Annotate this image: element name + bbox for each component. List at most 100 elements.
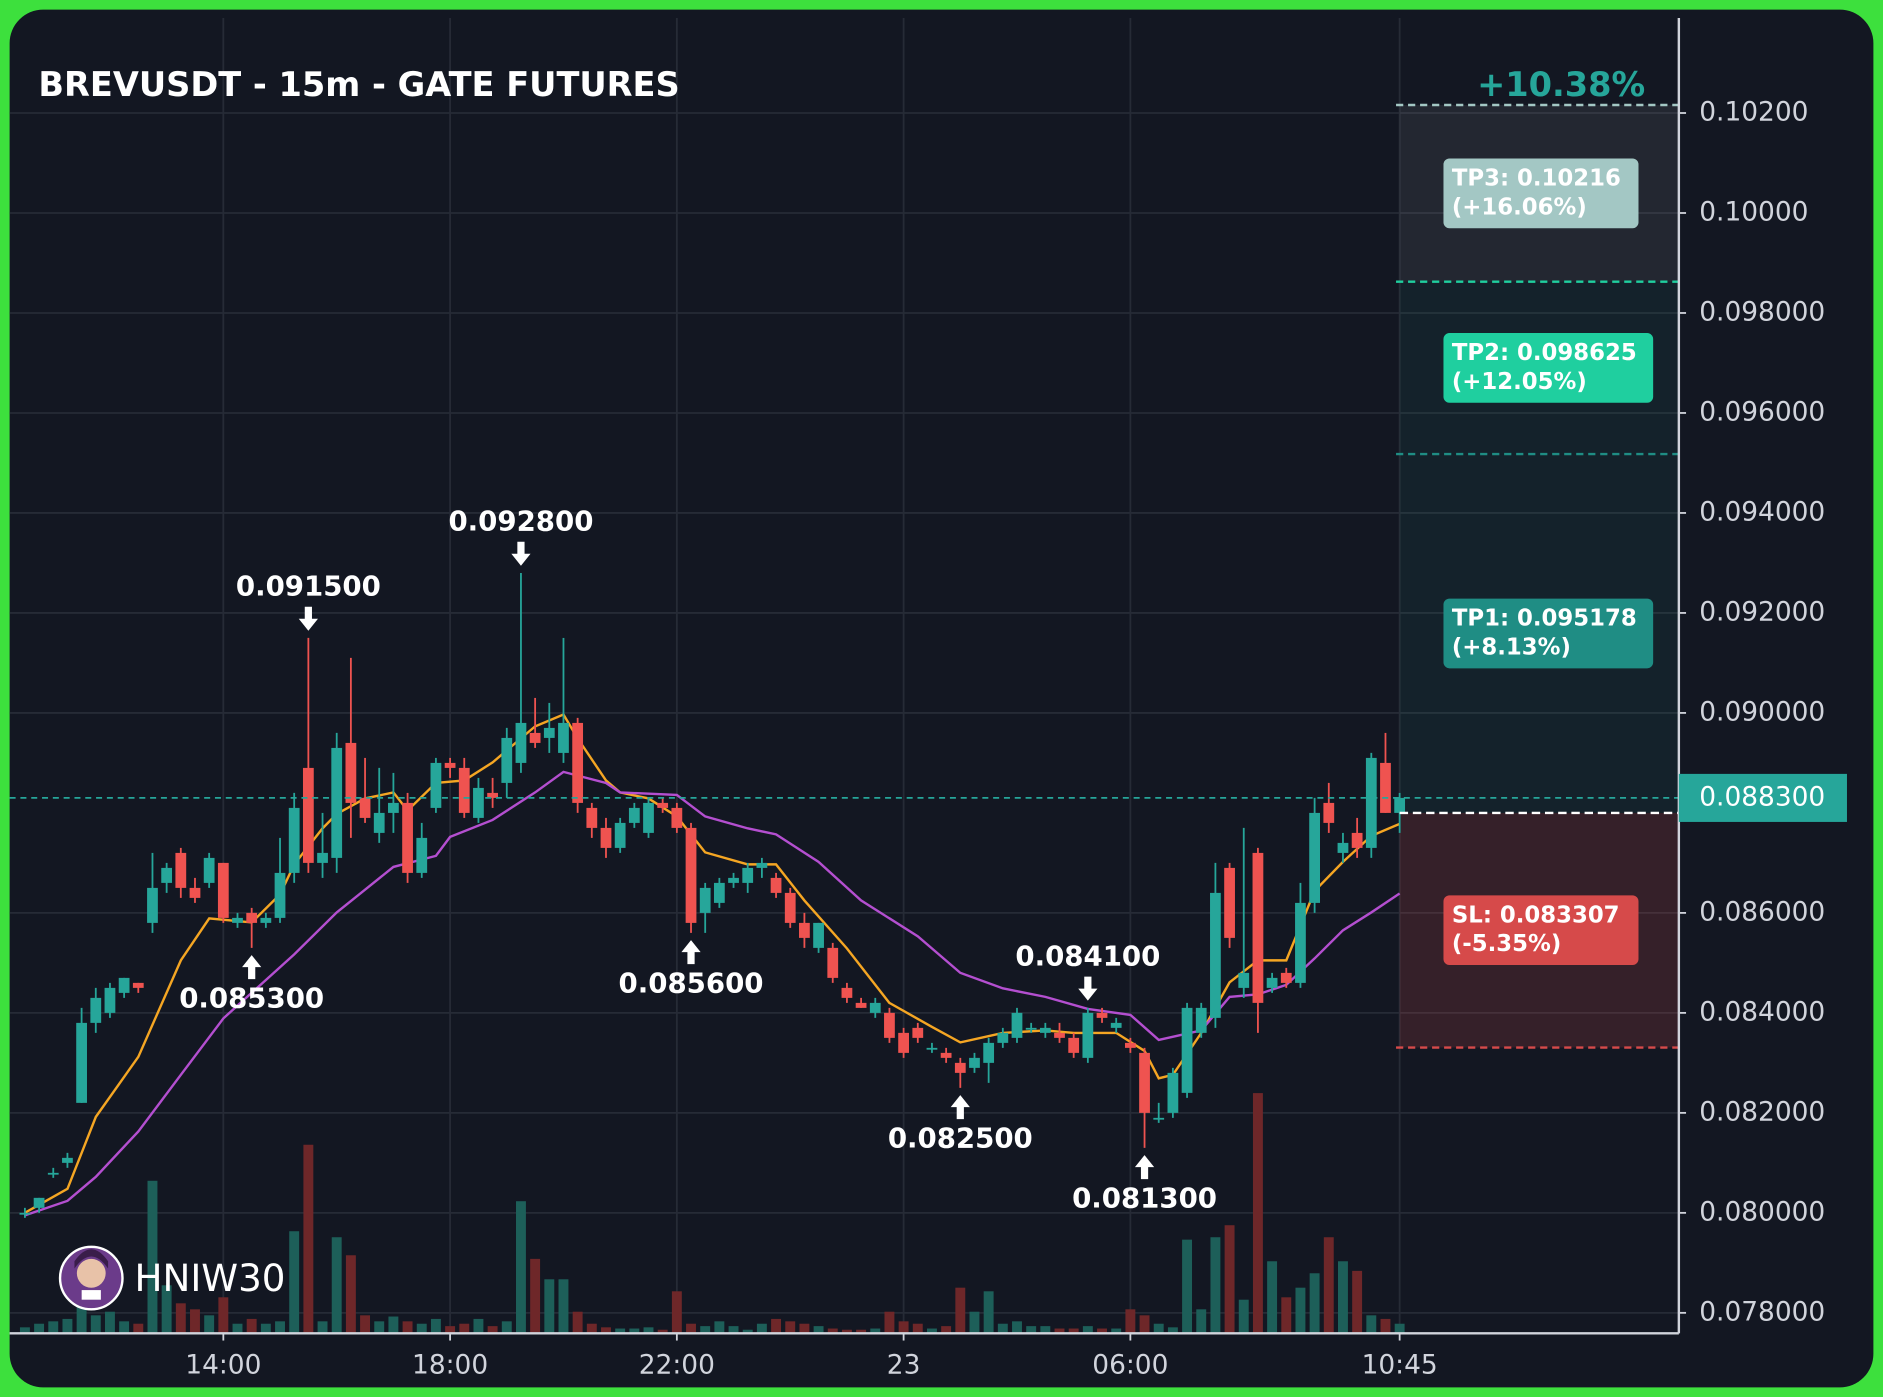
volume-bar bbox=[48, 1321, 59, 1334]
candle-body bbox=[841, 987, 853, 998]
y-tick-label: 0.094000 bbox=[1699, 496, 1825, 527]
volume-bar bbox=[1309, 1273, 1320, 1334]
candle-body bbox=[1380, 762, 1391, 813]
candle-body bbox=[373, 812, 385, 833]
y-tick-label: 0.080000 bbox=[1699, 1196, 1825, 1227]
candle-body bbox=[586, 807, 598, 828]
candle-body bbox=[47, 1172, 59, 1175]
volume-bar bbox=[175, 1303, 186, 1334]
candle-body bbox=[1153, 1117, 1165, 1120]
candle-body bbox=[784, 892, 796, 923]
candle-body bbox=[983, 1042, 995, 1063]
volume-bar bbox=[459, 1323, 470, 1334]
volume-bar bbox=[515, 1201, 526, 1334]
volume-bar bbox=[402, 1321, 413, 1334]
candle-body bbox=[572, 722, 584, 803]
volume-bar bbox=[686, 1323, 696, 1334]
volume-bar bbox=[345, 1255, 356, 1334]
y-tick-label: 0.092000 bbox=[1699, 596, 1825, 627]
candle-body bbox=[473, 787, 484, 818]
candle-body bbox=[345, 742, 357, 803]
candle-body bbox=[813, 922, 824, 948]
volume-bar bbox=[955, 1287, 966, 1334]
candle-body bbox=[657, 802, 669, 808]
annotation-arrow bbox=[950, 1095, 970, 1120]
candle-body bbox=[189, 887, 201, 898]
candle-body bbox=[331, 747, 343, 858]
volume-bar bbox=[1267, 1261, 1278, 1334]
volume-bar bbox=[1125, 1309, 1136, 1334]
volume-bar bbox=[430, 1318, 441, 1334]
volume-bar bbox=[1068, 1328, 1079, 1334]
candle-body bbox=[898, 1032, 909, 1053]
volume-bar bbox=[1167, 1327, 1178, 1334]
volume-bar bbox=[983, 1291, 994, 1334]
candle-body bbox=[1054, 1032, 1065, 1038]
candle-body bbox=[671, 807, 683, 828]
candle-body bbox=[260, 917, 272, 923]
annotation-arrow bbox=[242, 955, 262, 980]
candle-body bbox=[317, 852, 328, 863]
volume-bar bbox=[374, 1321, 385, 1334]
candle-body bbox=[161, 867, 173, 883]
y-tick-label: 0.10000 bbox=[1699, 196, 1808, 227]
volume-bar bbox=[756, 1323, 767, 1334]
volume-bar bbox=[218, 1297, 229, 1334]
level-label: SL: 0.083307 (-5.35%) bbox=[1443, 895, 1639, 966]
volume-bar bbox=[19, 1327, 30, 1334]
candle-body bbox=[62, 1157, 73, 1163]
volume-bar bbox=[161, 1285, 172, 1334]
volume-bar bbox=[360, 1315, 371, 1334]
volume-bar bbox=[487, 1326, 498, 1334]
volume-bar bbox=[629, 1328, 640, 1334]
volume-bar bbox=[1337, 1261, 1348, 1334]
annotation-arrow bbox=[511, 541, 531, 566]
volume-bar bbox=[1238, 1299, 1249, 1334]
candle-body bbox=[1025, 1027, 1037, 1030]
volume-bar bbox=[997, 1323, 1008, 1334]
x-tick-label: 06:00 bbox=[1092, 1349, 1168, 1380]
volume-bar bbox=[1082, 1326, 1093, 1334]
volume-bar bbox=[104, 1311, 115, 1334]
volume-bar bbox=[1210, 1237, 1221, 1334]
volume-bar bbox=[289, 1231, 300, 1334]
candle-body bbox=[1195, 1007, 1207, 1033]
volume-bar bbox=[204, 1315, 215, 1334]
volume-bar bbox=[601, 1327, 611, 1334]
volume-bar bbox=[62, 1318, 73, 1334]
volume-bar bbox=[969, 1311, 980, 1334]
volume-bar bbox=[1295, 1287, 1306, 1334]
chart-title: BREVUSDT - 15m - GATE FUTURES bbox=[38, 65, 679, 104]
volume-bar bbox=[870, 1328, 881, 1334]
volume-bar bbox=[1182, 1239, 1193, 1334]
candle-body bbox=[728, 877, 739, 883]
volume-bar bbox=[133, 1323, 144, 1334]
y-tick-label: 0.084000 bbox=[1699, 996, 1825, 1027]
y-tick-label: 0.086000 bbox=[1699, 896, 1825, 927]
candle-body bbox=[997, 1032, 1009, 1043]
volume-bar bbox=[1040, 1326, 1051, 1334]
x-tick-label: 18:00 bbox=[412, 1349, 488, 1380]
volume-bar bbox=[742, 1329, 753, 1334]
candle-body bbox=[699, 887, 711, 913]
level-label: TP3: 0.10216 (+16.06%) bbox=[1443, 158, 1639, 229]
x-tick-label: 10:45 bbox=[1362, 1349, 1438, 1380]
candle-body bbox=[869, 1002, 881, 1013]
candle-body bbox=[19, 1212, 31, 1215]
volume-bar bbox=[530, 1258, 541, 1334]
volume-bar bbox=[813, 1326, 824, 1334]
candle-body bbox=[359, 797, 371, 818]
candle-body bbox=[246, 912, 258, 923]
level-label-text: TP2: 0.098625 bbox=[1452, 340, 1637, 366]
candle-body bbox=[302, 767, 314, 863]
candle-body bbox=[501, 737, 513, 783]
volume-bar bbox=[941, 1326, 952, 1334]
volume-bar bbox=[1224, 1225, 1235, 1334]
level-label-box bbox=[1443, 158, 1639, 229]
candle-body bbox=[1394, 797, 1406, 813]
volume-bar bbox=[1054, 1328, 1065, 1334]
candle-body bbox=[770, 877, 782, 893]
candle-body bbox=[402, 802, 413, 873]
